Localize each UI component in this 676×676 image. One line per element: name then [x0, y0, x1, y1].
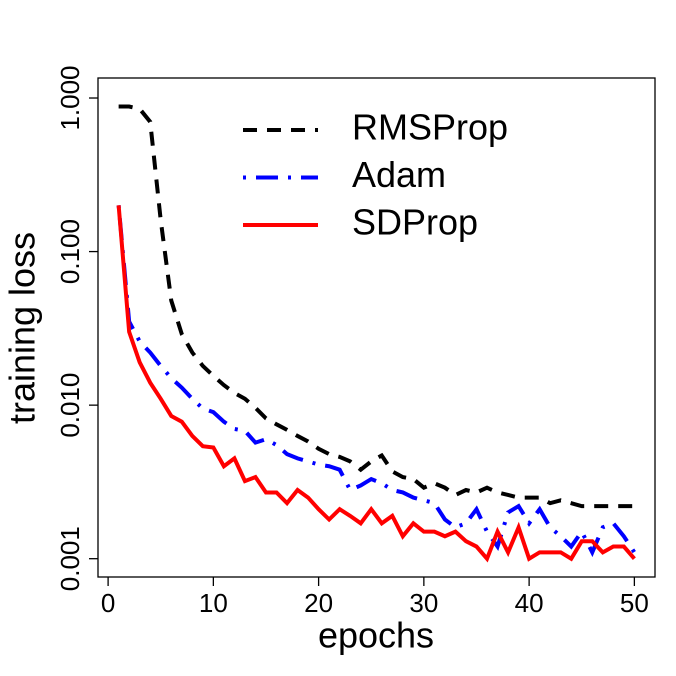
x-axis-label: epochs [318, 615, 434, 656]
plot-frame [97, 77, 656, 578]
legend-label: Adam [352, 154, 446, 195]
x-tick-label: 30 [409, 588, 438, 618]
y-tick-label: 0.010 [55, 373, 85, 438]
legend-label: RMSProp [352, 107, 508, 148]
y-tick-label: 0.001 [55, 526, 85, 591]
x-tick-label: 0 [101, 588, 115, 618]
x-tick-label: 40 [515, 588, 544, 618]
x-tick-label: 50 [620, 588, 649, 618]
x-tick-label: 20 [304, 588, 333, 618]
series-line [116, 205, 636, 563]
y-axis-label: training loss [2, 232, 43, 424]
y-tick-label: 0.100 [55, 219, 85, 284]
legend-label: SDProp [352, 202, 478, 243]
series-line [118, 104, 635, 509]
x-tick-label: 10 [199, 588, 228, 618]
y-tick-label: 1.000 [55, 65, 85, 130]
